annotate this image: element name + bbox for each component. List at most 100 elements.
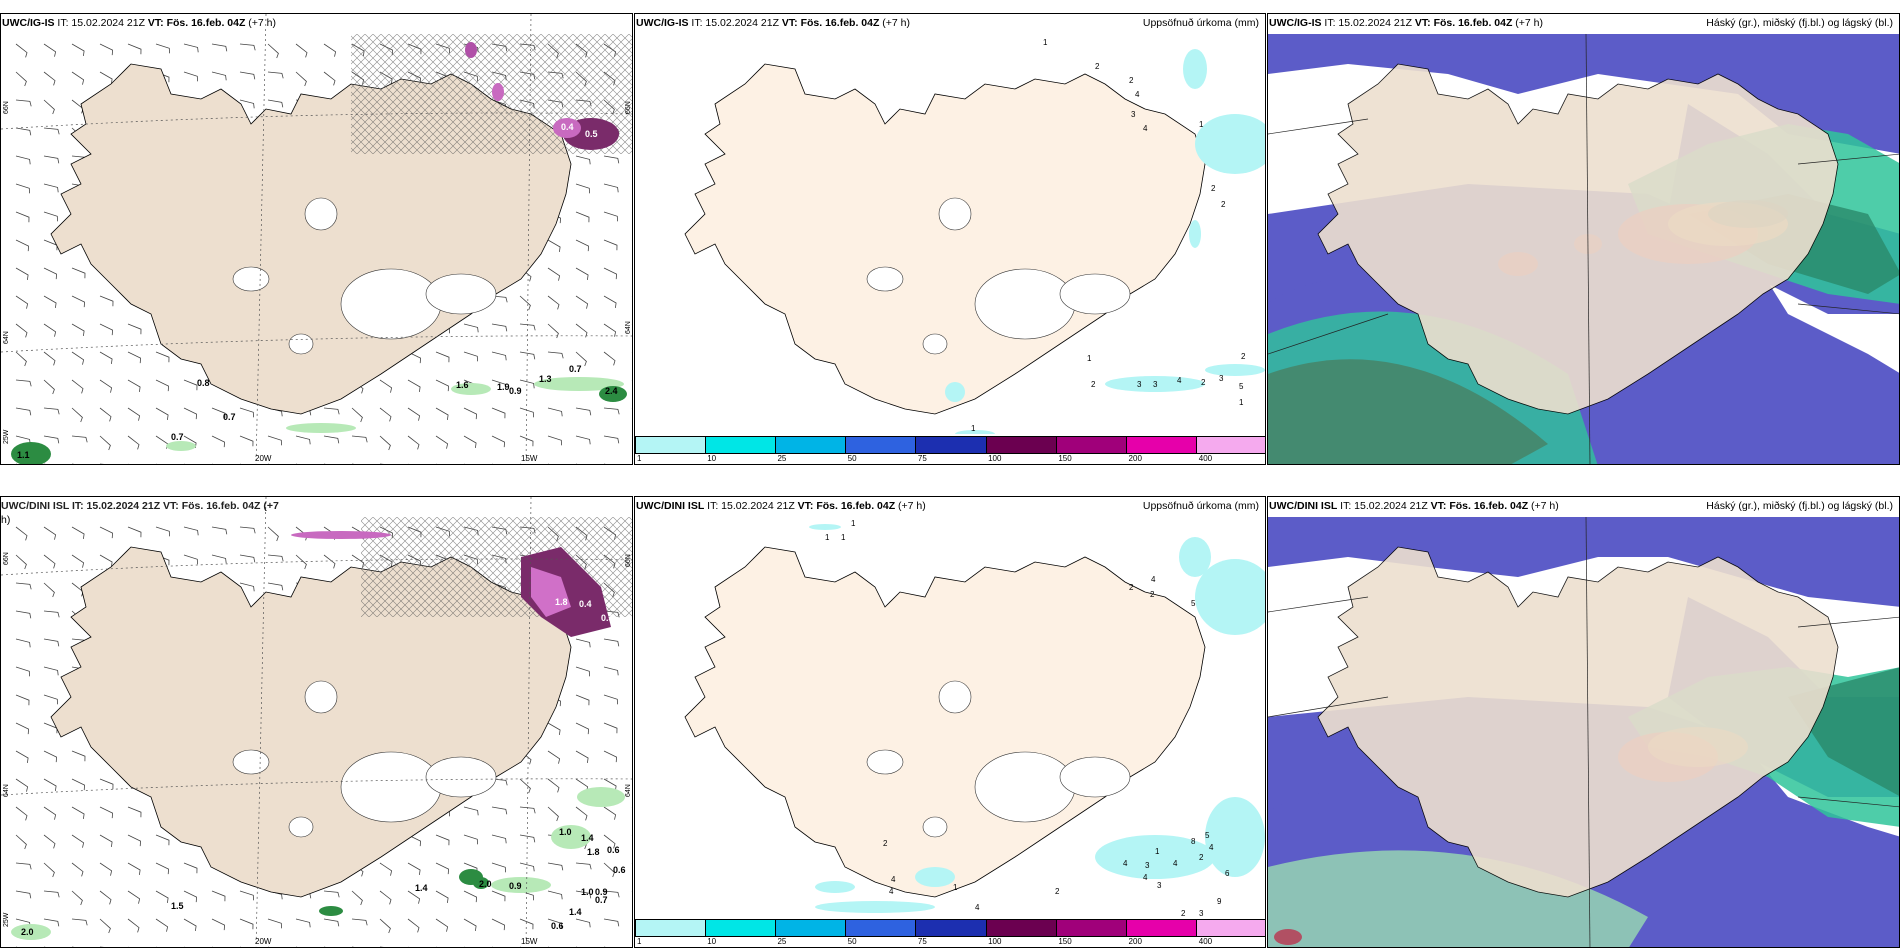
wind-barb <box>43 582 55 598</box>
precip-label: 4 <box>1209 843 1214 852</box>
map-panel-wind-igis: UWC/IG-IS IT: 15.02.2024 21Z VT: Fös. 16… <box>0 13 633 465</box>
wind-barb <box>575 638 591 648</box>
wind-barb <box>15 155 31 165</box>
wind-barb <box>99 806 114 819</box>
wind-barb <box>43 638 60 647</box>
wind-barb <box>548 946 550 947</box>
lat-lon-grid <box>1 497 632 947</box>
wind-barb <box>183 862 198 874</box>
wind-barb <box>603 638 620 647</box>
wind-barb <box>632 464 633 465</box>
colorbar-tick-label: 25 <box>777 454 787 463</box>
panel-right-title: Háský (gr.), miðský (fj.bl.) og lágský (… <box>1706 500 1893 512</box>
precip-label: 5 <box>1239 382 1244 391</box>
wind-barb <box>435 379 450 392</box>
wind-barb <box>295 71 307 87</box>
wind-barb <box>576 946 578 947</box>
glacier <box>938 197 972 231</box>
panel-title: UWC/IG-IS IT: 15.02.2024 21Z VT: Fös. 16… <box>1269 17 1544 29</box>
wind-barb <box>72 463 75 464</box>
wind-barb <box>183 554 198 565</box>
wind-barb <box>183 890 198 903</box>
wind-barb <box>127 834 142 847</box>
wind-barb <box>183 43 199 53</box>
wind-barb <box>15 582 32 590</box>
wind-barb <box>351 890 363 906</box>
wind-barb <box>435 351 450 363</box>
wind-barb <box>15 778 29 792</box>
wind-barb <box>99 379 113 393</box>
wind-barb <box>631 212 632 213</box>
wind-barb <box>15 379 32 387</box>
panel-right-title: Háský (gr.), miðský (fj.bl.) og lágský (… <box>1706 17 1893 29</box>
precip-label: 2 <box>1129 76 1134 85</box>
wind-barb <box>603 239 618 251</box>
wind-barb <box>519 295 531 311</box>
wind-barb <box>71 351 85 365</box>
value-label: 0.7 <box>595 895 608 905</box>
wind-barb <box>520 463 521 464</box>
wind-barb <box>44 463 46 464</box>
value-label: 2.0 <box>21 927 34 937</box>
lat-label-64n: 64N <box>3 784 10 797</box>
map-canvas <box>1 14 633 465</box>
wind-barb <box>43 750 58 763</box>
wind-barb <box>155 526 170 537</box>
wind-barb <box>631 156 632 157</box>
colorbar-tick-label: 400 <box>1198 937 1213 946</box>
wind-barb <box>99 407 112 422</box>
wind-barb <box>43 323 57 337</box>
wind-barb <box>71 323 85 336</box>
precip-label: 2 <box>1091 380 1096 389</box>
wind-barb <box>519 351 536 360</box>
wind-barb <box>15 806 28 821</box>
wind-barb <box>43 918 60 927</box>
wind-barb <box>491 407 506 419</box>
wind-barb <box>491 862 506 873</box>
colorbar-swatch <box>1196 437 1265 453</box>
wind-barb <box>547 407 563 417</box>
wind-barb <box>127 407 141 421</box>
lat-label-25w: 25W <box>3 429 10 444</box>
glacier <box>866 749 904 775</box>
wind-barb <box>43 351 56 366</box>
wind-barb <box>575 267 589 280</box>
precip-colorbar <box>635 436 1265 454</box>
map-canvas <box>684 524 1265 913</box>
wind-barb <box>631 324 632 325</box>
overflow-title-line2: h) <box>1 514 11 526</box>
wind-barb <box>43 526 57 540</box>
map-canvas <box>1268 497 1899 947</box>
wind-barb <box>491 834 507 844</box>
glaciers <box>866 680 1131 838</box>
wind-barb <box>407 834 422 847</box>
wind-barb <box>631 44 632 45</box>
wind-barb <box>211 554 227 564</box>
wind-barb <box>44 946 46 947</box>
wind-barb <box>100 946 104 947</box>
wind-barb <box>71 778 86 791</box>
colorbar-tick-label: 150 <box>1058 454 1072 463</box>
wind-barb <box>15 750 29 763</box>
wind-barb <box>127 526 142 538</box>
precip-label: 4 <box>891 875 896 884</box>
wind-barb <box>211 526 228 535</box>
wind-barb <box>43 127 60 135</box>
glacier <box>866 266 904 292</box>
precip-label: 2 <box>1221 200 1226 209</box>
precip-label: 3 <box>1157 881 1162 890</box>
value-label: 1.3 <box>539 374 552 384</box>
wind-barb <box>379 379 393 393</box>
precip-areas <box>945 49 1265 434</box>
projection-lines <box>1268 33 1899 464</box>
wind-barb <box>43 554 56 569</box>
wind-barb <box>323 435 340 444</box>
wind-barb <box>15 71 27 87</box>
wind-barb <box>407 407 421 421</box>
precip-label: 1 <box>1199 120 1204 129</box>
wind-barb <box>603 834 616 849</box>
wind-barb <box>43 778 57 791</box>
wind-barb <box>184 463 185 464</box>
wind-barb <box>211 918 226 931</box>
wind-barb <box>43 610 60 618</box>
